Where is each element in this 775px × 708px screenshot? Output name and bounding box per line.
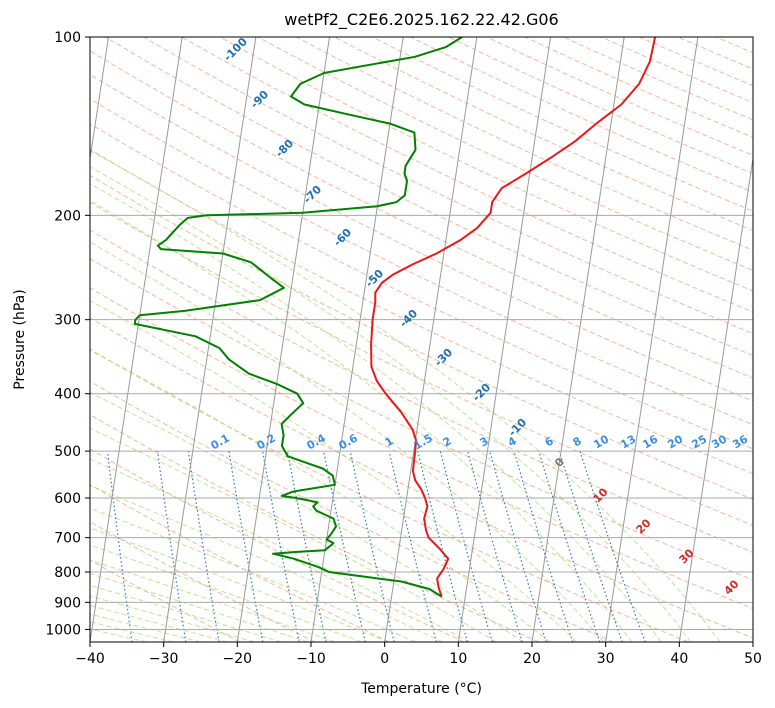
x-tick-label: 10 bbox=[449, 651, 467, 667]
moist-adiabat bbox=[90, 572, 309, 642]
x-tick-label: 50 bbox=[744, 651, 762, 667]
x-tick-label: 30 bbox=[597, 651, 615, 667]
y-tick-label: 100 bbox=[54, 30, 81, 46]
dry-adiabat bbox=[90, 201, 753, 526]
isotherm bbox=[752, 638, 753, 642]
series-line bbox=[370, 37, 657, 597]
mixing-ratio-line bbox=[538, 450, 601, 642]
x-tick-label: 0 bbox=[380, 651, 389, 667]
y-tick-label: 900 bbox=[54, 595, 81, 611]
dry-adiabat bbox=[181, 37, 753, 313]
moist-adiabat bbox=[90, 199, 633, 642]
moist-adiabat bbox=[90, 183, 662, 642]
moist-adiabat bbox=[90, 427, 497, 642]
x-axis-label: Temperature (°C) bbox=[360, 681, 482, 697]
series-group bbox=[133, 37, 657, 598]
dry-adiabat bbox=[90, 521, 315, 642]
mixing-ratio-line bbox=[323, 450, 366, 642]
axis-ticks: −40 −30 −20 −10 0 10 20 30 40 50 1000 900 800 700 600 5… bbox=[45, 30, 762, 667]
mixing-ratio-line bbox=[262, 450, 300, 642]
mixing-ratio-line bbox=[558, 450, 623, 642]
dry-adiabat bbox=[90, 287, 753, 610]
moist-adiabat bbox=[90, 349, 551, 642]
isotherm bbox=[605, 37, 699, 642]
dry-adiabat bbox=[90, 229, 753, 553]
x-tick-label: 20 bbox=[523, 651, 541, 667]
isotherm bbox=[310, 37, 404, 642]
dry-adiabat bbox=[90, 348, 689, 642]
dry-adiabat bbox=[90, 448, 465, 642]
moist-adiabat bbox=[90, 150, 721, 642]
dry-adiabat bbox=[219, 37, 753, 292]
x-tick-label: −10 bbox=[296, 651, 326, 667]
dry-adiabat bbox=[143, 37, 753, 335]
mixing-ratio-line bbox=[513, 450, 574, 642]
moist-adiabat bbox=[90, 559, 335, 642]
x-tick-label: −30 bbox=[149, 651, 179, 667]
y-axis-label: Pressure (hPa) bbox=[12, 289, 28, 389]
moist-adiabat bbox=[90, 595, 255, 642]
y-tick-label: 600 bbox=[54, 491, 81, 507]
moist-adiabat bbox=[90, 544, 362, 642]
moist-adiabat bbox=[90, 166, 692, 642]
isotherm bbox=[90, 37, 110, 162]
x-tick-label: −20 bbox=[223, 651, 253, 667]
y-tick-label: 700 bbox=[54, 531, 81, 547]
series-line bbox=[133, 37, 463, 598]
dry-adiabat bbox=[90, 559, 241, 642]
isotherm bbox=[678, 155, 753, 642]
moist-adiabat bbox=[90, 527, 389, 642]
moist-adiabat bbox=[90, 241, 604, 642]
moist-adiabat bbox=[90, 584, 282, 642]
moist-adiabat bbox=[90, 458, 470, 642]
chart-title: wetPf2_C2E6.2025.162.22.42.G06 bbox=[284, 10, 558, 30]
isotherm bbox=[531, 37, 625, 642]
isotherm bbox=[90, 37, 183, 642]
y-tick-label: 400 bbox=[54, 387, 81, 403]
dry-adiabat bbox=[90, 414, 539, 642]
dry-adiabat bbox=[90, 123, 753, 450]
moist-adiabat bbox=[90, 484, 443, 642]
y-tick-label: 1000 bbox=[45, 622, 81, 638]
mixing-ratio-line bbox=[467, 450, 523, 642]
isotherm bbox=[236, 37, 331, 642]
mixing-ratio-line bbox=[286, 450, 327, 642]
mixing-ratio-line bbox=[388, 450, 437, 642]
plot-frame bbox=[89, 36, 754, 643]
mixing-ratio-line bbox=[579, 450, 646, 642]
mixing-ratio-line bbox=[489, 450, 547, 642]
isotherm bbox=[384, 37, 478, 642]
isotherm bbox=[457, 37, 552, 642]
plot-area bbox=[90, 37, 753, 642]
mixing-ratio-line bbox=[156, 451, 187, 642]
dry-adiabat bbox=[90, 257, 753, 581]
y-tick-label: 300 bbox=[54, 313, 81, 329]
y-tick-label: 800 bbox=[54, 565, 81, 581]
x-tick-label: −40 bbox=[75, 651, 105, 667]
dry-adiabat bbox=[90, 174, 753, 500]
dry-adiabat bbox=[90, 148, 753, 475]
x-tick-label: 40 bbox=[670, 651, 688, 667]
isotherm bbox=[163, 37, 257, 642]
moist-adiabat bbox=[90, 391, 524, 642]
y-tick-label: 200 bbox=[54, 208, 81, 224]
y-tick-label: 500 bbox=[54, 444, 81, 460]
dry-adiabat bbox=[754, 37, 775, 642]
moist-adiabat bbox=[90, 299, 578, 642]
dry-adiabat bbox=[90, 380, 614, 642]
